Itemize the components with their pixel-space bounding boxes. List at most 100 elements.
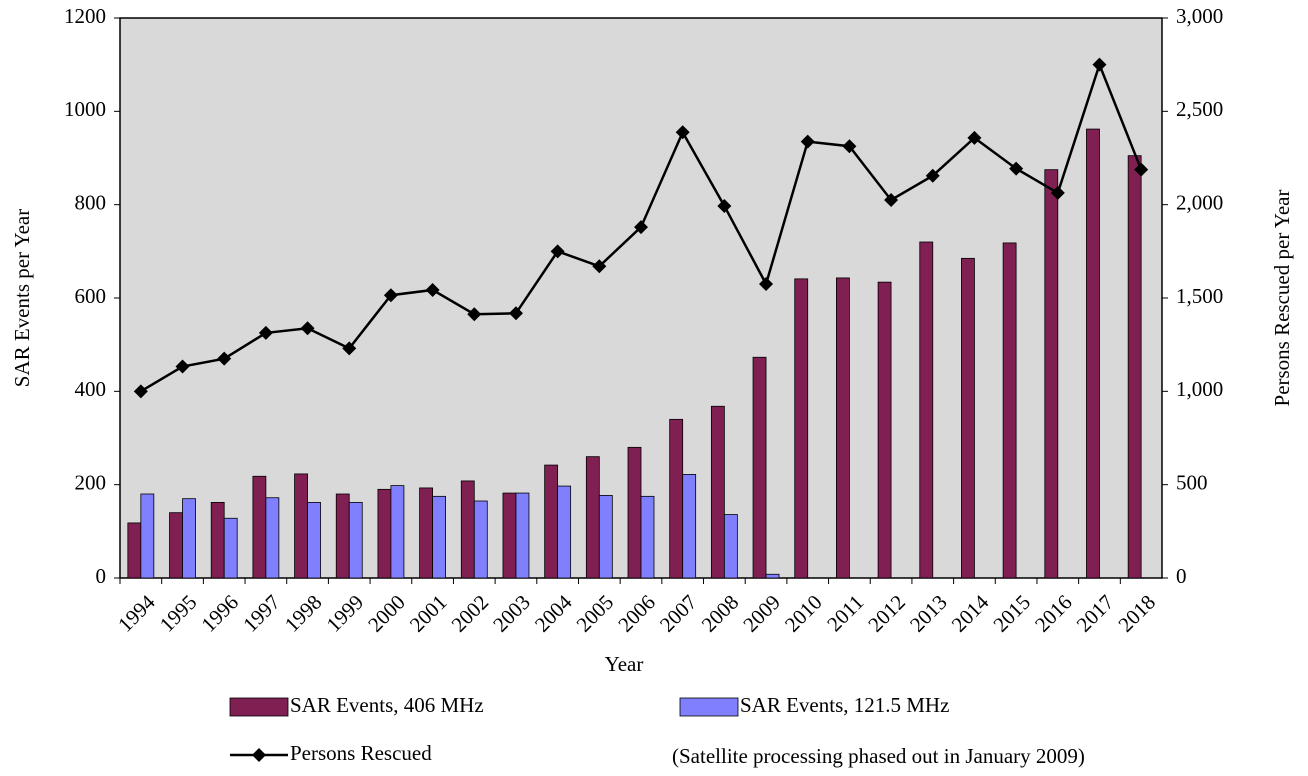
x-tick-label: 1999 — [322, 590, 369, 637]
x-tick-label: 2011 — [822, 590, 868, 636]
bar — [919, 241, 934, 579]
x-tick-label: 2002 — [447, 590, 494, 637]
x-tick-label: 2000 — [363, 590, 410, 637]
bar — [140, 493, 155, 579]
y-tick-label: 0 — [96, 564, 107, 588]
bar — [598, 494, 613, 579]
bar — [723, 514, 738, 579]
bar — [752, 356, 767, 579]
bar — [390, 485, 405, 579]
x-tick-label: 2014 — [947, 590, 994, 637]
marker — [300, 321, 315, 336]
marker — [675, 125, 690, 140]
bar — [877, 281, 892, 579]
legend-swatch — [679, 697, 739, 717]
x-tick-label: 1994 — [113, 590, 160, 637]
bar — [127, 522, 142, 579]
x-tick-label: 2006 — [613, 590, 660, 637]
x-tick-label: 2003 — [488, 590, 535, 637]
x-axis-title: Year — [605, 652, 644, 676]
bar — [223, 517, 238, 579]
bar — [710, 405, 725, 579]
y-tick-label: 1200 — [64, 4, 106, 28]
x-tick-label: 1998 — [280, 590, 327, 637]
marker — [717, 198, 732, 213]
y2-tick-label: 0 — [1176, 564, 1187, 588]
bar — [502, 492, 517, 579]
marker — [800, 134, 815, 149]
bar — [836, 277, 850, 579]
marker — [925, 168, 940, 183]
bar — [557, 485, 572, 579]
y2-tick-label: 500 — [1176, 470, 1208, 494]
marker — [634, 220, 648, 235]
y-tick-label: 400 — [75, 377, 107, 401]
bar — [294, 473, 308, 579]
x-tick-label: 2016 — [1030, 590, 1077, 637]
y2-tick-label: 2,500 — [1176, 97, 1223, 121]
x-tick-label: 1995 — [155, 590, 202, 637]
y-tick-label: 600 — [75, 284, 107, 308]
marker — [425, 282, 440, 297]
bar — [669, 418, 684, 579]
x-tick-label: 2005 — [572, 590, 619, 637]
marker — [175, 359, 190, 374]
marker — [550, 244, 565, 259]
bar — [307, 501, 321, 579]
x-tick-label: 1996 — [196, 590, 243, 637]
bar — [1044, 169, 1059, 579]
x-tick-label: 2008 — [697, 590, 744, 637]
y2-tick-label: 1,000 — [1176, 377, 1223, 401]
bar — [682, 473, 697, 579]
x-tick-label: 2015 — [988, 590, 1035, 637]
bar — [473, 500, 488, 579]
x-tick-label: 2018 — [1113, 590, 1160, 637]
x-tick-label: 2004 — [530, 590, 577, 637]
bar — [252, 475, 267, 579]
bar — [335, 493, 350, 579]
bar — [1086, 128, 1100, 579]
bar — [348, 501, 363, 579]
annotation: (Satellite processing phased out in Janu… — [672, 744, 1085, 768]
legend-swatch — [229, 697, 289, 717]
legend-label: SAR Events, 406 MHz — [290, 693, 484, 717]
bar — [627, 446, 642, 579]
marker — [133, 384, 148, 399]
x-tick-label: 2010 — [780, 590, 827, 637]
marker — [842, 139, 857, 154]
y2-axis-title: Persons Rescued per Year — [1270, 190, 1294, 407]
y2-tick-label: 3,000 — [1176, 4, 1223, 28]
bar — [265, 497, 280, 579]
bar — [432, 495, 447, 579]
x-tick-label: 2013 — [905, 590, 952, 637]
x-tick-label: 1997 — [238, 590, 285, 637]
bar — [961, 257, 975, 579]
bar — [169, 512, 183, 579]
marker — [258, 325, 273, 340]
bar — [515, 492, 530, 579]
marker — [217, 351, 232, 366]
y-tick-label: 200 — [75, 470, 107, 494]
marker — [1050, 185, 1065, 200]
marker — [884, 193, 899, 207]
bar — [585, 456, 600, 579]
marker — [383, 288, 398, 303]
marker — [467, 307, 482, 322]
legend-label: SAR Events, 121.5 MHz — [740, 693, 949, 717]
marker — [592, 259, 607, 274]
x-tick-label: 2012 — [863, 590, 910, 637]
bar — [640, 495, 655, 579]
marker — [1009, 161, 1024, 176]
marker — [1092, 57, 1107, 72]
marker — [759, 277, 774, 291]
bar — [460, 480, 475, 579]
marker — [508, 306, 523, 321]
bar — [182, 498, 196, 579]
marker — [1134, 162, 1149, 177]
marker — [342, 341, 357, 356]
y-tick-label: 1000 — [64, 97, 106, 121]
x-tick-label: 2009 — [738, 590, 785, 637]
bar — [794, 278, 809, 579]
bar — [377, 488, 392, 579]
bar — [1127, 155, 1142, 579]
